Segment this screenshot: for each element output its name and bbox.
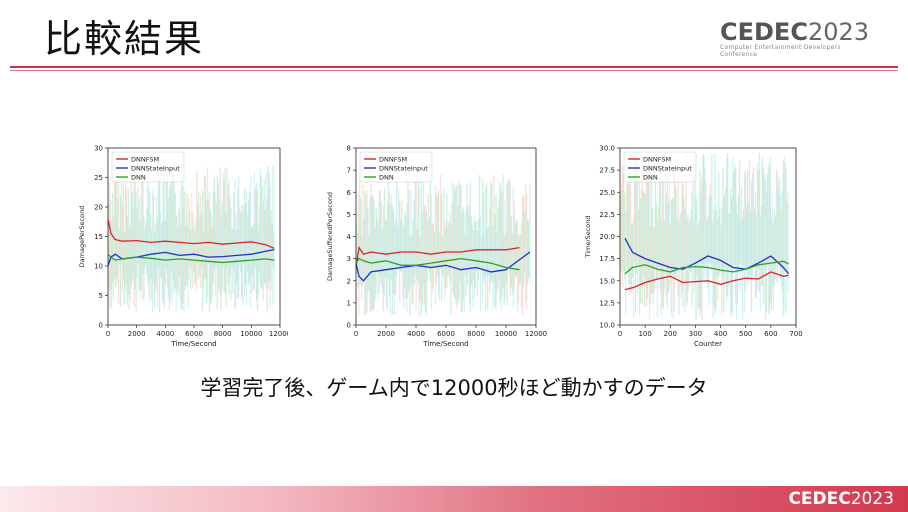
x-axis-label: Time/Second: [170, 340, 216, 348]
y-tick-label: 2: [347, 277, 351, 285]
y-tick-label: 4: [347, 233, 352, 241]
header-divider-thin: [10, 70, 898, 71]
y-tick-label: 8: [347, 145, 351, 153]
legend-label: DNNStateInput: [643, 165, 692, 173]
x-tick-label: 500: [739, 330, 752, 338]
slide-caption: 学習完了後、ゲーム内で12000秒ほど動かすのデータ: [200, 376, 708, 400]
footer-logo-year: 2023: [850, 489, 894, 509]
legend-label: DNN: [379, 174, 394, 182]
legend-label: DNNStateInput: [379, 165, 428, 173]
y-tick-label: 3: [347, 255, 351, 263]
y-tick-label: 0: [99, 322, 103, 330]
legend-box: [111, 151, 185, 183]
y-tick-label: 27.5: [599, 167, 615, 175]
chart-damage-per-second: 0 2000 4000 6000 8000 10000 12000 0 5 10 15 20 25 30 D…: [78, 145, 288, 349]
series-line-DNNStateInput: [624, 237, 790, 275]
x-tick-label: 8000: [467, 330, 485, 338]
x-tick-label: 0: [106, 330, 110, 338]
legend-box: [623, 151, 697, 183]
noise-traces: [356, 174, 531, 317]
x-tick-label: 600: [764, 330, 777, 338]
legend-label: DNNFSM: [379, 156, 407, 164]
chart-damage-suffered-per-second: 0 2000 4000 6000 8000 10000 12000 0 1 2 3 4 5 6 7 8 DNNF…: [326, 145, 547, 349]
x-tick-label: 6000: [437, 330, 455, 338]
y-tick-label: 25.0: [599, 189, 615, 197]
y-tick-label: 15: [94, 233, 103, 241]
series-line-DNN: [107, 253, 275, 264]
y-axis-label: DamagePerSecond: [78, 206, 86, 268]
y-axis-label: DamageSufferedPerSecond: [326, 192, 334, 281]
x-tick-label: 200: [664, 330, 677, 338]
series-line-DNNStateInput: [355, 251, 531, 282]
legend-box: [359, 151, 433, 183]
chart-time-per-counter: 0 100 200 300 400 500 600 700 10.0 12.5 15.0 17.5 20…: [584, 145, 803, 349]
x-tick-label: 0: [618, 330, 622, 338]
y-tick-label: 7: [347, 167, 351, 175]
x-tick-label: 400: [714, 330, 727, 338]
cedec-logo: CEDEC2023 Computer Entertainment Develop…: [720, 18, 870, 62]
y-tick-label: 1: [347, 299, 351, 307]
series-line-DNNFSM: [624, 271, 789, 291]
x-tick-label: 2000: [377, 330, 395, 338]
y-tick-label: 22.5: [599, 211, 615, 219]
noise-traces: [108, 165, 275, 314]
x-tick-label: 8000: [214, 330, 232, 338]
x-tick-label: 2000: [128, 330, 146, 338]
x-axis-label: Counter: [694, 340, 722, 348]
y-tick-label: 15.0: [599, 277, 615, 285]
y-tick-label: 10: [94, 263, 103, 271]
x-tick-label: 300: [689, 330, 702, 338]
logo-year: 2023: [807, 18, 870, 46]
y-axis-label: Time/Second: [584, 215, 592, 258]
y-tick-label: 25: [94, 174, 103, 182]
x-tick-label: 100: [638, 330, 651, 338]
legend-label: DNNFSM: [643, 156, 671, 164]
logo-main: CEDEC: [720, 18, 808, 46]
y-tick-label: 20.0: [599, 233, 615, 241]
y-tick-label: 0: [347, 322, 351, 330]
legend-label: DNNStateInput: [131, 165, 180, 173]
series-line-DNN: [355, 257, 520, 271]
y-tick-label: 10.0: [599, 322, 615, 330]
y-tick-label: 5: [347, 211, 351, 219]
x-tick-label: 4000: [156, 330, 174, 338]
footer-bar: CEDEC2023: [0, 486, 908, 512]
y-tick-label: 30.0: [599, 145, 615, 153]
series-line-DNN: [624, 260, 789, 275]
x-tick-label: 10000: [495, 330, 517, 338]
x-tick-label: 700: [789, 330, 802, 338]
y-tick-label: 30: [94, 145, 103, 153]
x-tick-label: 12000: [269, 330, 288, 338]
series-line-DNNFSM: [107, 218, 275, 249]
header-divider: [10, 66, 898, 68]
logo-text: CEDEC2023: [720, 18, 870, 46]
footer-logo-main: CEDEC: [788, 489, 851, 509]
x-axis-label: Time/Second: [422, 340, 468, 348]
x-tick-label: 12000: [525, 330, 547, 338]
y-tick-label: 12.5: [599, 299, 615, 307]
slide-title: 比較結果: [44, 17, 205, 61]
y-tick-label: 20: [94, 204, 103, 212]
legend-label: DNN: [131, 174, 146, 182]
y-tick-label: 6: [347, 189, 352, 197]
legend-label: DNN: [643, 174, 658, 182]
footer-logo: CEDEC2023: [788, 489, 894, 509]
x-tick-label: 4000: [407, 330, 425, 338]
legend-label: DNNFSM: [131, 156, 159, 164]
series-line-DNNFSM: [355, 245, 520, 268]
x-tick-label: 6000: [185, 330, 203, 338]
y-tick-label: 17.5: [599, 255, 615, 263]
series-line-DNNStateInput: [107, 248, 275, 267]
x-tick-label: 0: [354, 330, 358, 338]
logo-subtitle: Computer Entertainment Developers Confer…: [720, 44, 841, 58]
x-tick-label: 10000: [240, 330, 262, 338]
y-tick-label: 5: [99, 292, 103, 300]
